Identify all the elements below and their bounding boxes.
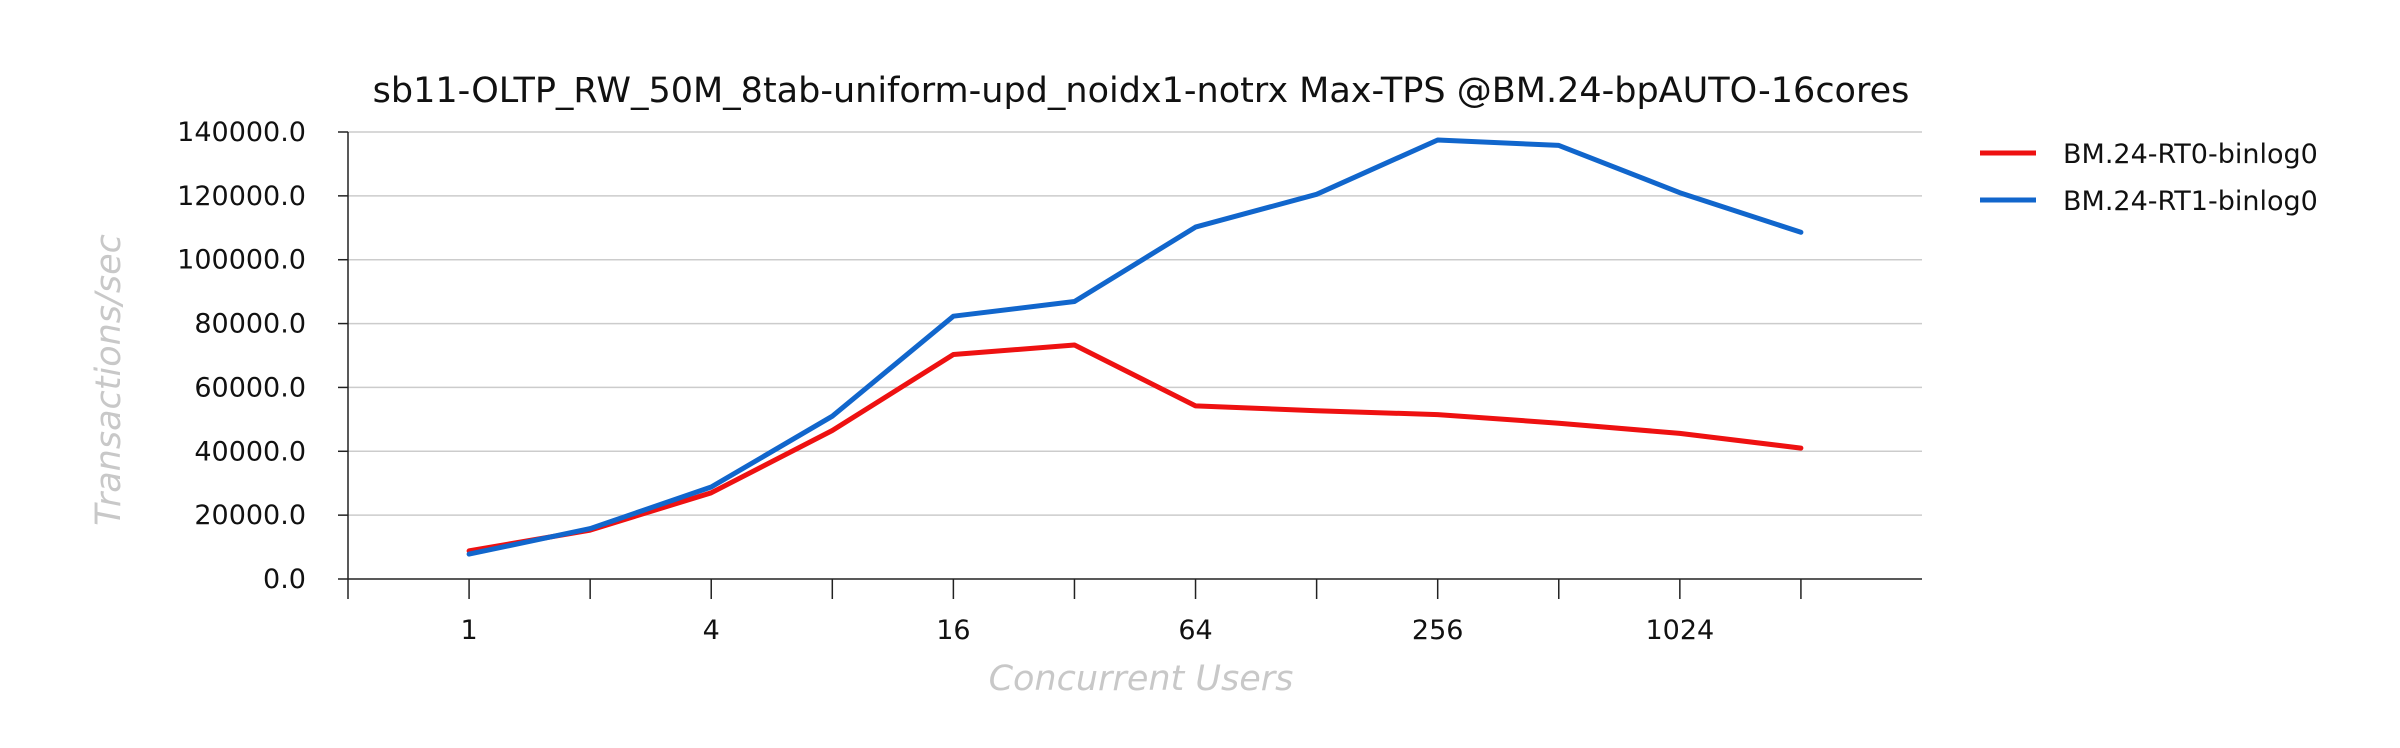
x-tick-label: 64 [1178, 615, 1212, 646]
series-line-2 [466, 137, 1804, 557]
x-axis-label: Concurrent Users [989, 659, 1294, 699]
series-line-1 [466, 342, 1804, 554]
y-tick-label: 0.0 [263, 564, 306, 595]
grid-lines [348, 131, 1922, 516]
legend-label-2: BM.24-RT1-binlog0 [2063, 186, 2318, 217]
x-tick-label: 4 [703, 615, 720, 646]
y-tick-label: 60000.0 [194, 372, 306, 403]
x-tick-label: 256 [1412, 615, 1464, 646]
y-tick-label: 120000.0 [177, 181, 306, 212]
y-tick-label: 80000.0 [194, 309, 306, 340]
y-tick-label: 20000.0 [194, 500, 306, 531]
x-tick-label: 16 [936, 615, 970, 646]
y-tick-label: 100000.0 [177, 245, 306, 276]
y-axis-label: Transactions/sec [89, 234, 129, 526]
legend-label-1: BM.24-RT0-binlog0 [2063, 139, 2318, 170]
y-tick-label: 140000.0 [177, 117, 306, 148]
x-tick-label: 1 [460, 615, 477, 646]
y-tick-label: 40000.0 [194, 436, 306, 467]
axes: 0.0 20000.0 40000.0 60000.0 80000.0 100000.0 1… [177, 117, 1922, 646]
data-series [466, 137, 1804, 557]
x-tick-label: 1024 [1645, 615, 1714, 646]
chart-title: sb11-OLTP_RW_50M_8tab-uniform-upd_noidx1… [373, 71, 1910, 111]
legend: BM.24-RT0-binlog0 BM.24-RT1-binlog0 [1980, 139, 2318, 217]
